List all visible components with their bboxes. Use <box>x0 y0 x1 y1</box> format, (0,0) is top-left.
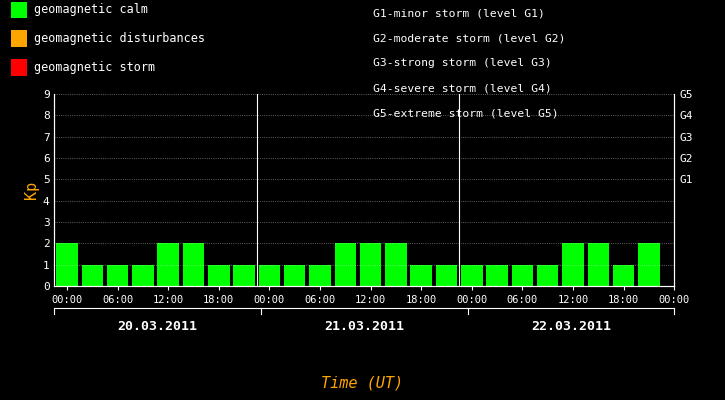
Bar <box>284 265 305 286</box>
Bar <box>512 265 533 286</box>
Bar <box>208 265 230 286</box>
Bar <box>310 265 331 286</box>
Text: G2-moderate storm (level G2): G2-moderate storm (level G2) <box>373 34 566 44</box>
Bar <box>334 243 356 286</box>
Text: G5-extreme storm (level G5): G5-extreme storm (level G5) <box>373 108 559 118</box>
Bar <box>563 243 584 286</box>
Text: G3-strong storm (level G3): G3-strong storm (level G3) <box>373 58 552 68</box>
Bar <box>436 265 457 286</box>
Text: G4-severe storm (level G4): G4-severe storm (level G4) <box>373 83 552 93</box>
Bar <box>107 265 128 286</box>
Bar <box>57 243 78 286</box>
Bar <box>587 243 609 286</box>
Bar <box>360 243 381 286</box>
Bar <box>486 265 508 286</box>
Bar <box>537 265 558 286</box>
Bar <box>233 265 255 286</box>
Text: 21.03.2011: 21.03.2011 <box>324 320 405 332</box>
Bar <box>410 265 432 286</box>
Bar <box>613 265 634 286</box>
Text: Time (UT): Time (UT) <box>321 375 404 390</box>
Text: geomagnetic calm: geomagnetic calm <box>34 4 148 16</box>
Bar <box>638 243 660 286</box>
Bar <box>385 243 407 286</box>
Text: geomagnetic disturbances: geomagnetic disturbances <box>34 32 205 45</box>
Text: 20.03.2011: 20.03.2011 <box>117 320 198 332</box>
Text: G1-minor storm (level G1): G1-minor storm (level G1) <box>373 9 545 19</box>
Text: 22.03.2011: 22.03.2011 <box>531 320 611 332</box>
Bar <box>183 243 204 286</box>
Bar <box>461 265 483 286</box>
Bar <box>132 265 154 286</box>
Text: geomagnetic storm: geomagnetic storm <box>34 61 155 74</box>
Bar <box>259 265 280 286</box>
Bar <box>82 265 103 286</box>
Bar <box>157 243 179 286</box>
Y-axis label: Kp: Kp <box>24 181 38 199</box>
